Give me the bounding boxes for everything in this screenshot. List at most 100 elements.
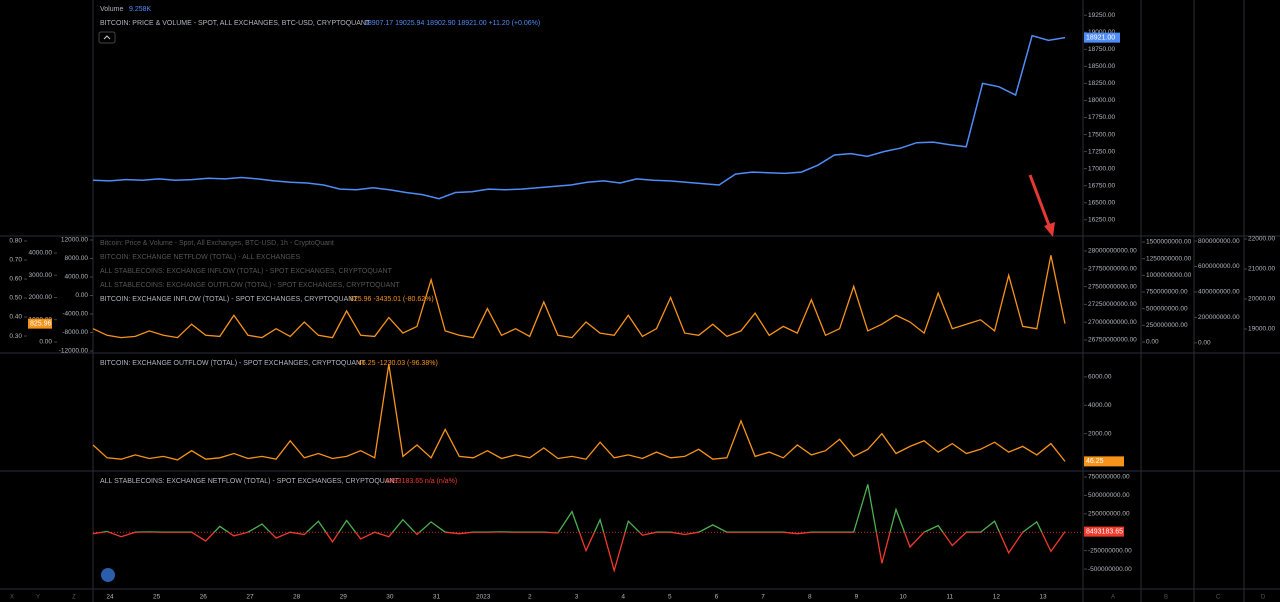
- y-tick-label: -8000.00: [62, 329, 88, 336]
- series-line: [92, 255, 1066, 339]
- x-tick-label: 26: [200, 594, 208, 601]
- y-tick-label: 250000000.00: [1088, 511, 1130, 518]
- x-tick-label: 25: [153, 594, 161, 601]
- y-tick-label: 18000.00: [1088, 97, 1115, 104]
- x-tick-label: 24: [106, 594, 114, 601]
- value-tag-label: 46.25: [1086, 458, 1104, 465]
- pane-title: BITCOIN: EXCHANGE INFLOW (TOTAL) - SPOT …: [100, 296, 358, 303]
- x-tick-label: 10: [899, 594, 907, 601]
- y-tick-label: 0.30: [9, 333, 22, 340]
- value-tag-label: 8493183.65: [1086, 528, 1123, 535]
- pane-title: ALL STABLECOINS: EXCHANGE NETFLOW (TOTAL…: [100, 478, 400, 485]
- y-tick-label: 18750.00: [1088, 46, 1115, 53]
- y-tick-label: 750000000.00: [1146, 289, 1188, 296]
- scroll-label: Y: [36, 595, 40, 601]
- value-tag: [1084, 526, 1124, 537]
- y-tick-label: 27750000000.00: [1088, 266, 1137, 273]
- y-tick-label: 0.50: [9, 295, 22, 302]
- y-tick-label: 8000.00: [65, 255, 89, 262]
- y-tick-label: 17250.00: [1088, 148, 1115, 155]
- y-tick-label: 2000.00: [29, 294, 53, 301]
- stats: 8493183.65 n/a (n/a%): [386, 478, 457, 485]
- x-tick-label: 30: [386, 594, 394, 601]
- legend-item: ALL STABLECOINS: EXCHANGE INFLOW (TOTAL)…: [100, 268, 393, 275]
- x-tick-label: 28: [293, 594, 301, 601]
- scroll-label: D: [1261, 595, 1266, 601]
- y-tick-label: 17000.00: [1088, 165, 1115, 172]
- logo: [101, 568, 115, 582]
- y-tick-label: 19000.00: [1088, 29, 1115, 36]
- y-tick-label: -500000000.00: [1088, 566, 1132, 573]
- annotation-arrow: [1028, 174, 1052, 229]
- x-tick-label: 11: [946, 594, 953, 601]
- y-tick-label: 750000000.00: [1088, 474, 1130, 481]
- ohlc: 18907.17 19025.94 18902.90 18921.00 +11.…: [364, 20, 540, 27]
- y-tick-label: 27500000000.00: [1088, 283, 1137, 290]
- y-tick-label: 12000.00: [61, 237, 88, 244]
- y-tick-label: 27250000000.00: [1088, 301, 1137, 308]
- y-tick-label: 21000.00: [1248, 266, 1275, 273]
- y-tick-label: 16250.00: [1088, 217, 1115, 224]
- y-tick-label: 17500.00: [1088, 131, 1115, 138]
- pane-title: BITCOIN: EXCHANGE OUTFLOW (TOTAL) - SPOT…: [100, 360, 366, 367]
- y-tick-label: 0.60: [9, 276, 22, 283]
- y-tick-label: 0.00: [75, 292, 88, 299]
- scroll-label: C: [1216, 595, 1221, 601]
- scroll-label: A: [1111, 595, 1115, 601]
- y-tick-label: 0.00: [39, 339, 52, 346]
- y-tick-label: 500000000.00: [1146, 305, 1188, 312]
- y-tick-label: 16500.00: [1088, 199, 1115, 206]
- y-tick-label: 4000.00: [65, 274, 89, 281]
- volume-value: 9.258K: [129, 6, 152, 13]
- y-tick-label: -250000000.00: [1088, 547, 1132, 554]
- x-tick-label: 13: [1039, 594, 1047, 601]
- annotation-arrowhead: [1044, 222, 1055, 237]
- y-tick-label: 26750000000.00: [1088, 337, 1137, 344]
- series-line: [92, 364, 1066, 462]
- collapse-icon: [103, 35, 111, 40]
- x-tick-label: 27: [246, 594, 254, 601]
- y-tick-label: 18250.00: [1088, 80, 1115, 87]
- stats: 825.96 -3435.01 (-80.62%): [350, 296, 434, 303]
- y-tick-label: 0.70: [9, 257, 22, 264]
- y-tick-label: 0.00: [1146, 339, 1159, 346]
- value-tag-label: 18921.00: [1086, 34, 1115, 41]
- y-tick-label: 6000.00: [1088, 374, 1112, 381]
- stats: 46.25 -1230.03 (-96.38%): [358, 360, 438, 367]
- y-tick-label: 20000.00: [1248, 296, 1275, 303]
- y-tick-label: 17750.00: [1088, 114, 1115, 121]
- x-tick-label: 2023: [476, 594, 491, 601]
- x-tick-label: 7: [761, 594, 765, 601]
- legend-item: ALL STABLECOINS: EXCHANGE OUTFLOW (TOTAL…: [100, 282, 400, 289]
- x-tick-label: 8: [808, 594, 812, 601]
- x-tick-label: 12: [993, 594, 1001, 601]
- y-tick-label: -4000.00: [62, 311, 88, 318]
- y-tick-label: -12000.00: [59, 348, 89, 355]
- y-tick-label: 3000.00: [29, 272, 53, 279]
- y-tick-label: 22000.00: [1248, 236, 1275, 243]
- y-tick-label: 250000000.00: [1146, 322, 1188, 329]
- y-tick-label: 2000.00: [1088, 430, 1112, 437]
- y-tick-label: 800000000.00: [1198, 238, 1240, 245]
- series-line: [92, 484, 1066, 573]
- y-tick-label: 18500.00: [1088, 63, 1115, 70]
- y-tick-label: 600000000.00: [1198, 263, 1240, 270]
- y-tick-label: 0.40: [9, 314, 22, 321]
- x-tick-label: 5: [668, 594, 672, 601]
- x-tick-label: 2: [528, 594, 532, 601]
- y-tick-label: 500000000.00: [1088, 492, 1130, 499]
- y-tick-label: 4000.00: [1088, 402, 1112, 409]
- x-tick-label: 31: [433, 594, 441, 601]
- legend-item: BITCOIN: EXCHANGE NETFLOW (TOTAL) - ALL …: [100, 254, 301, 261]
- collapse-button[interactable]: [98, 31, 116, 44]
- y-tick-label: 400000000.00: [1198, 289, 1240, 296]
- x-tick-label: 4: [621, 594, 625, 601]
- y-tick-label: 4000.00: [29, 250, 53, 257]
- scroll-label: X: [10, 595, 14, 601]
- y-tick-label: 0.00: [1198, 340, 1211, 347]
- legend-item: Bitcoin: Price & Volume - Spot, All Exch…: [100, 240, 334, 247]
- y-tick-label: 27000000000.00: [1088, 319, 1137, 326]
- pane-title: BITCOIN: PRICE & VOLUME - SPOT, ALL EXCH…: [100, 20, 371, 27]
- scroll-label: Z: [72, 595, 76, 601]
